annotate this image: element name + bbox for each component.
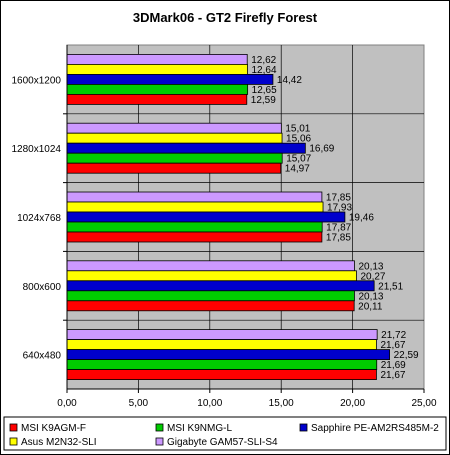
data-label-sapphire-pe-am2rs485m-2-1024x768: 19,46 <box>349 213 374 224</box>
data-label-msi-k9nmg-l-1024x768: 17,87 <box>326 223 351 234</box>
data-label-asus-m2n32-sli-1280x1024: 15,06 <box>286 134 311 145</box>
data-label-msi-k9agm-f-1024x768: 17,85 <box>326 233 351 244</box>
bar-msi-k9agm-f-640x480 <box>66 369 377 381</box>
x-tick-label: 15,00 <box>269 398 294 409</box>
bar-msi-k9agm-f-800x600 <box>66 300 355 312</box>
bar-msi-k9agm-f-1600x1200 <box>66 94 248 105</box>
data-label-sapphire-pe-am2rs485m-2-800x600: 21,51 <box>378 281 403 292</box>
data-label-msi-k9nmg-l-640x480: 21,69 <box>381 360 406 371</box>
bar-msi-k9nmg-l-800x600 <box>66 290 355 302</box>
bar-msi-k9nmg-l-1600x1200 <box>66 84 249 95</box>
data-label-msi-k9nmg-l-1600x1200: 12,65 <box>252 85 277 96</box>
x-tick-label: 0,00 <box>57 398 77 409</box>
data-label-msi-k9agm-f-1600x1200: 12,59 <box>251 95 276 106</box>
legend-swatch-msi-k9nmg-l <box>155 423 164 432</box>
x-tick-label: 25,00 <box>411 398 436 409</box>
legend-label-msi-k9nmg-l: MSI K9NMG-L <box>167 423 232 434</box>
data-label-sapphire-pe-am2rs485m-2-1280x1024: 16,69 <box>309 144 334 155</box>
data-label-msi-k9nmg-l-800x600: 20,13 <box>358 291 383 302</box>
bar-msi-k9agm-f-1024x768 <box>66 231 323 243</box>
bar-msi-k9nmg-l-640x480 <box>66 359 378 371</box>
data-label-asus-m2n32-sli-800x600: 20,27 <box>360 271 385 282</box>
data-label-sapphire-pe-am2rs485m-2-640x480: 22,59 <box>394 350 419 361</box>
data-label-asus-m2n32-sli-640x480: 21,67 <box>380 340 405 351</box>
bar-sapphire-pe-am2rs485m-2-640x480 <box>66 349 390 361</box>
data-label-msi-k9agm-f-800x600: 20,11 <box>358 301 383 312</box>
bar-gigabyte-gam57-sli-s4-640x480 <box>66 329 378 341</box>
data-label-gigabyte-gam57-sli-s4-1024x768: 17,85 <box>326 193 351 204</box>
bar-gigabyte-gam57-sli-s4-1280x1024 <box>66 122 282 134</box>
bar-gigabyte-gam57-sli-s4-1024x768 <box>66 191 323 203</box>
data-label-msi-k9agm-f-640x480: 21,67 <box>380 370 405 381</box>
legend-swatch-gigabyte-gam57-sli-s4 <box>155 437 164 446</box>
data-label-gigabyte-gam57-sli-s4-800x600: 20,13 <box>358 261 383 272</box>
data-label-gigabyte-gam57-sli-s4-1600x1200: 12,62 <box>251 55 276 66</box>
legend-label-gigabyte-gam57-sli-s4: Gigabyte GAM57-SLI-S4 <box>167 437 278 448</box>
legend-label-asus-m2n32-sli: Asus M2N32-SLI <box>21 437 97 448</box>
data-label-asus-m2n32-sli-1024x768: 17,93 <box>327 203 352 214</box>
bars-layer <box>66 54 390 381</box>
x-tick-label: 10,00 <box>197 398 222 409</box>
axis-layer: 0,00 5,00 10,00 15,00 20,00 25,00 1600x1200 128… <box>12 45 437 409</box>
bar-sapphire-pe-am2rs485m-2-1600x1200 <box>66 74 274 85</box>
category-label-1600x1200: 1600x1200 <box>12 75 62 86</box>
bar-msi-k9nmg-l-1280x1024 <box>66 152 283 164</box>
bar-sapphire-pe-am2rs485m-2-800x600 <box>66 280 375 292</box>
legend-swatch-msi-k9agm-f <box>9 423 18 432</box>
legend: MSI K9AGM-F MSI K9NMG-L Sapphire PE-AM2RS4… <box>3 416 447 451</box>
legend-label-msi-k9agm-f: MSI K9AGM-F <box>21 423 86 434</box>
bar-asus-m2n32-sli-1024x768 <box>66 201 324 213</box>
bar-gigabyte-gam57-sli-s4-800x600 <box>66 260 355 272</box>
bar-sapphire-pe-am2rs485m-2-1024x768 <box>66 211 346 223</box>
legend-swatch-asus-m2n32-sli <box>9 437 18 446</box>
legend-label-sapphire-pe-am2rs485m-2: Sapphire PE-AM2RS485M-2 <box>311 423 439 434</box>
bar-gigabyte-gam57-sli-s4-1600x1200 <box>66 54 248 65</box>
bar-msi-k9agm-f-1280x1024 <box>66 162 282 174</box>
bar-asus-m2n32-sli-800x600 <box>66 270 357 282</box>
x-tick-label: 5,00 <box>129 398 149 409</box>
data-label-msi-k9agm-f-1280x1024: 14,97 <box>285 164 310 175</box>
data-label-sapphire-pe-am2rs485m-2-1600x1200: 14,42 <box>277 75 302 86</box>
category-label-1280x1024: 1280x1024 <box>12 144 62 155</box>
data-label-gigabyte-gam57-sli-s4-640x480: 21,72 <box>381 330 406 341</box>
category-label-800x600: 800x600 <box>23 282 62 293</box>
category-label-1024x768: 1024x768 <box>17 213 61 224</box>
bar-asus-m2n32-sli-640x480 <box>66 339 377 351</box>
category-label-640x480: 640x480 <box>23 351 62 362</box>
bar-msi-k9nmg-l-1024x768 <box>66 221 323 233</box>
x-tick-label: 20,00 <box>340 398 365 409</box>
bar-asus-m2n32-sli-1600x1200 <box>66 64 248 75</box>
data-label-asus-m2n32-sli-1600x1200: 12,64 <box>251 65 276 76</box>
data-label-gigabyte-gam57-sli-s4-1280x1024: 15,01 <box>285 124 310 135</box>
legend-box <box>3 416 447 451</box>
legend-swatch-sapphire-pe-am2rs485m-2 <box>299 423 308 432</box>
bar-asus-m2n32-sli-1280x1024 <box>66 132 283 144</box>
bar-sapphire-pe-am2rs485m-2-1280x1024 <box>66 142 306 154</box>
chart-title: 3DMark06 - GT2 Firefly Forest <box>133 10 318 25</box>
data-label-msi-k9nmg-l-1280x1024: 15,07 <box>286 154 311 165</box>
